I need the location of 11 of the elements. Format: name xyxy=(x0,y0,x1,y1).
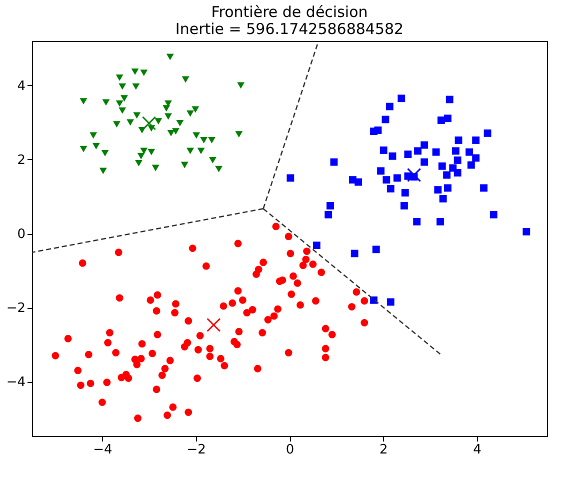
y-tick-label: 2 xyxy=(17,152,26,168)
y-tick-label: 4 xyxy=(17,78,26,94)
y-tick-label: −4 xyxy=(6,375,26,390)
x-tick-label: 0 xyxy=(286,442,294,458)
y-tick-label: 0 xyxy=(17,227,26,242)
x-tick-label: −4 xyxy=(93,442,112,458)
x-tick-label: 4 xyxy=(473,442,482,458)
chart-title: Frontière de décision Inertie = 596.1742586884582 xyxy=(175,3,404,38)
y-tick-label: −2 xyxy=(6,301,26,316)
x-tick-label: −2 xyxy=(186,442,206,458)
x-tick-label: 2 xyxy=(379,442,388,458)
